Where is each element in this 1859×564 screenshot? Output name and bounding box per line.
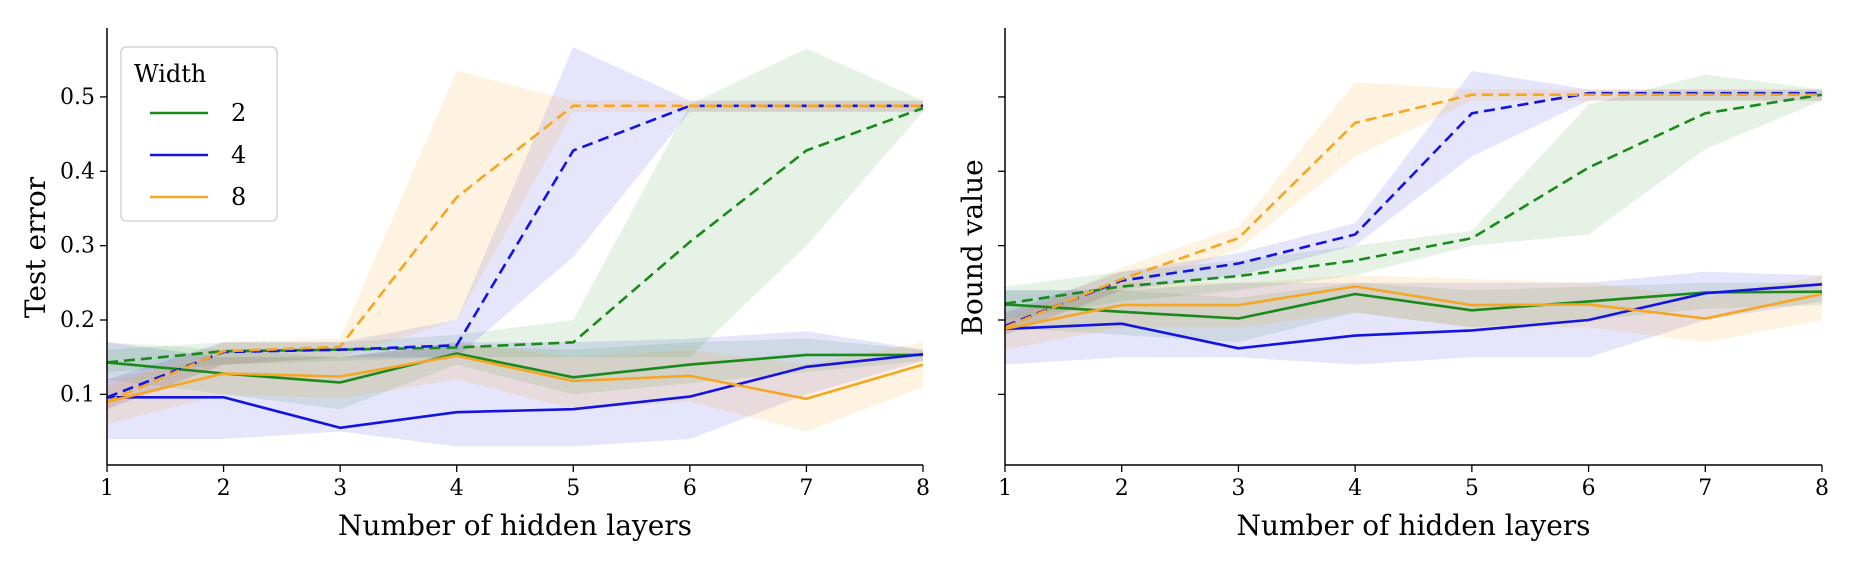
band-series-solid-width-2 xyxy=(1005,282,1822,343)
band-series-solid-width-2 xyxy=(107,338,923,410)
legend-box xyxy=(120,46,278,222)
x-tick-label-8: 8 xyxy=(1815,476,1829,501)
legend-title: Width xyxy=(134,60,206,88)
line-series-solid-width-4 xyxy=(1004,283,1823,350)
x-tick-label-4: 4 xyxy=(450,476,464,501)
x-tick-label-6: 6 xyxy=(1582,476,1596,501)
x-tick-label-5: 5 xyxy=(566,476,580,501)
band-series-solid-width-8 xyxy=(1005,275,1822,350)
x-tick-label-3: 3 xyxy=(333,476,347,501)
legend-label-8: 8 xyxy=(231,183,246,211)
band-series-dashed-width-2 xyxy=(1005,74,1822,320)
y-axis-title: Bound value xyxy=(956,159,989,335)
y-tick-label-0.5: 0.5 xyxy=(60,85,95,110)
left-chart-test-error: 1 2 3 4 5 6 7 8 0.1 0.2 0.3 0.4 0.5 Number of hidden … xyxy=(19,28,930,542)
line-series-solid-width-8 xyxy=(1004,285,1823,331)
band-series-dashed-width-4 xyxy=(107,47,923,410)
line-series-solid-width-4 xyxy=(107,352,924,430)
x-tick-label-2: 2 xyxy=(217,476,231,501)
y-tick-label-0.4: 0.4 xyxy=(60,159,95,184)
x-tick-label-4: 4 xyxy=(1348,476,1362,501)
x-axis-title: Number of hidden layers xyxy=(1236,509,1590,542)
legend-label-4: 4 xyxy=(231,141,246,169)
x-tick-label-5: 5 xyxy=(1465,476,1479,501)
line-series-dashed-width-8 xyxy=(1004,93,1822,329)
line-series-solid-width-8 xyxy=(106,354,924,404)
y-tick-label-0.3: 0.3 xyxy=(60,234,95,259)
x-tick-label-8: 8 xyxy=(916,476,930,501)
x-tick-label-7: 7 xyxy=(1698,476,1712,501)
band-series-solid-width-8 xyxy=(107,342,923,432)
band-series-dashed-width-2 xyxy=(107,48,923,373)
band-series-solid-width-4 xyxy=(107,331,923,447)
x-tick-label-7: 7 xyxy=(799,476,813,501)
line-series-dashed-width-2 xyxy=(1004,93,1823,305)
legend-label-2: 2 xyxy=(231,99,246,127)
x-tick-label-1: 1 xyxy=(100,476,114,501)
x-tick-label-6: 6 xyxy=(683,476,697,501)
y-tick-label-0.1: 0.1 xyxy=(60,382,95,407)
x-tick-label-3: 3 xyxy=(1231,476,1245,501)
line-series-dashed-width-8 xyxy=(106,104,923,403)
x-tick-label-2: 2 xyxy=(1115,476,1129,501)
line-series-dashed-width-4 xyxy=(1004,91,1822,328)
right-chart-bound-value: 1 2 3 4 5 6 7 8 Number of hidden layers Bound val… xyxy=(956,28,1829,542)
legend: Width 2 4 8 xyxy=(120,46,278,222)
line-series-solid-width-2 xyxy=(1004,290,1823,320)
x-axis-title: Number of hidden layers xyxy=(338,509,692,542)
y-axis-title: Test error xyxy=(19,176,52,318)
y-tick-label-0.2: 0.2 xyxy=(60,308,95,333)
x-tick-label-1: 1 xyxy=(998,476,1012,501)
band-series-dashed-width-8 xyxy=(107,70,923,410)
